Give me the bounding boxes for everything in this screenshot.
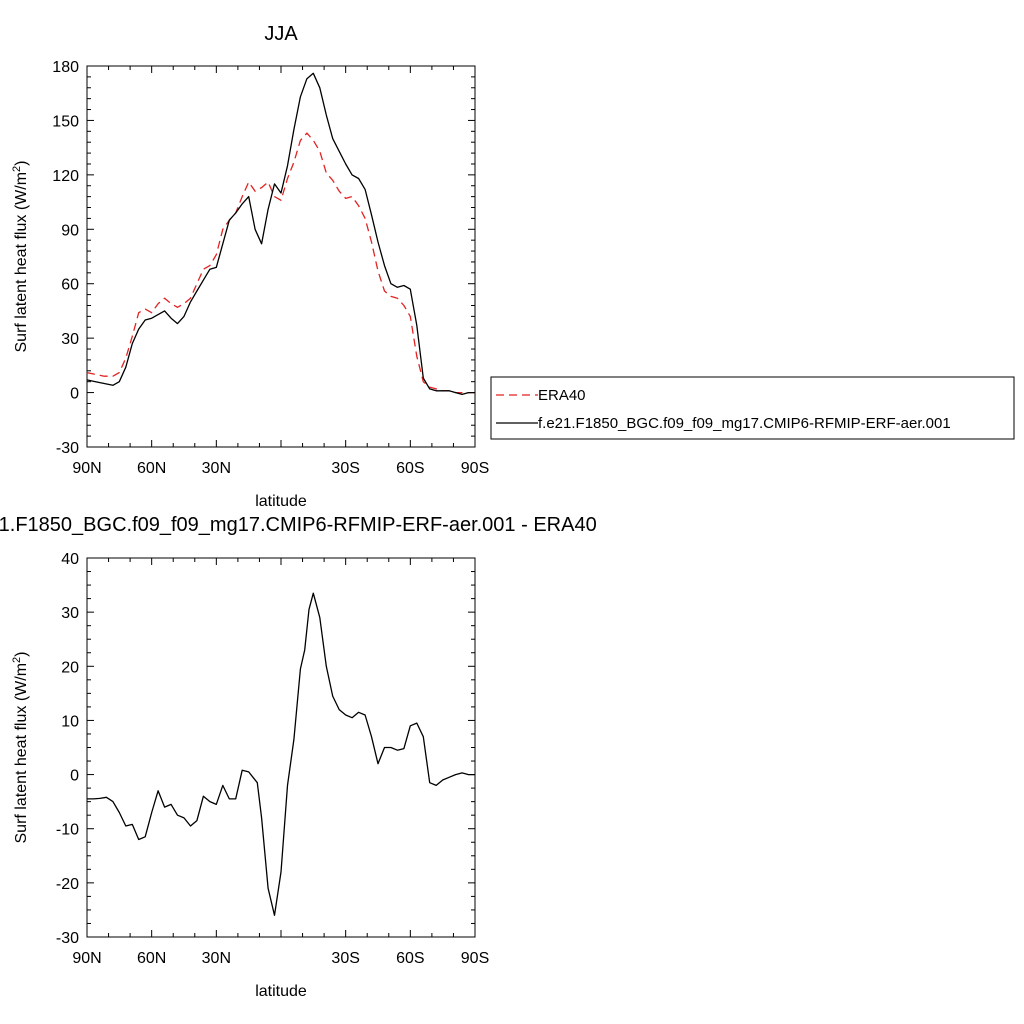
plot-frame [86,557,476,938]
y-tick-label: 40 [61,551,79,568]
y-tick-label: 0 [70,386,79,403]
y-tick-label: -10 [56,822,79,839]
x-tick-label: 60N [137,950,166,967]
chart-title: JJA [264,23,298,45]
series-line-era40 [86,132,475,394]
y-tick-label: 20 [61,659,79,676]
panel-top-jja: JJA 90N 60N 30N 30S 60S 90S -30 0 30 60 90 120 150 180… [11,23,1015,510]
x-tick-label: 60N [137,460,166,477]
x-tick-label: 90S [461,460,489,477]
y-tick-label: 90 [61,222,79,239]
legend-label: f.e21.F1850_BGC.f09_f09_mg17.CMIP6-RFMIP… [538,415,951,432]
x-axis-label: latitude [255,983,307,1000]
series-line-model [86,72,475,396]
y-tick-label: 30 [61,331,79,348]
x-tick-label: 30S [331,950,359,967]
y-tick-label: 0 [70,768,79,785]
x-tick-label: 30S [331,460,359,477]
x-tick-label: 60S [396,460,424,477]
y-axis-label: Surf latent heat flux (W/m2) [11,652,30,844]
x-tick-label: 90S [461,950,489,967]
x-tick-label: 30N [202,460,231,477]
x-tick-label: 90N [72,460,101,477]
y-tick-label: 150 [52,113,79,130]
y-tick-label: 10 [61,713,79,730]
panel-bottom-difference: f.e21.F1850_BGC.f09_f09_mg17.CMIP6-RFMIP… [0,514,597,1000]
y-tick-label: 30 [61,605,79,622]
chart-title: f.e21.F1850_BGC.f09_f09_mg17.CMIP6-RFMIP… [0,514,597,536]
x-axis-label: latitude [255,493,307,510]
x-tick-label: 60S [396,950,424,967]
y-tick-label: -30 [56,930,79,947]
legend-box [490,376,1015,440]
x-tick-label: 30N [202,950,231,967]
plot-frame [86,65,476,448]
y-tick-label: 60 [61,277,79,294]
y-axis-label: Surf latent heat flux (W/m2) [11,161,30,353]
y-tick-label: 120 [52,168,79,185]
x-tick-label: 90N [72,950,101,967]
y-tick-label: 180 [52,59,79,76]
y-tick-label: -20 [56,876,79,893]
series-line-model [87,592,475,916]
y-tick-label: -30 [56,440,79,457]
legend-label: ERA40 [538,387,586,404]
